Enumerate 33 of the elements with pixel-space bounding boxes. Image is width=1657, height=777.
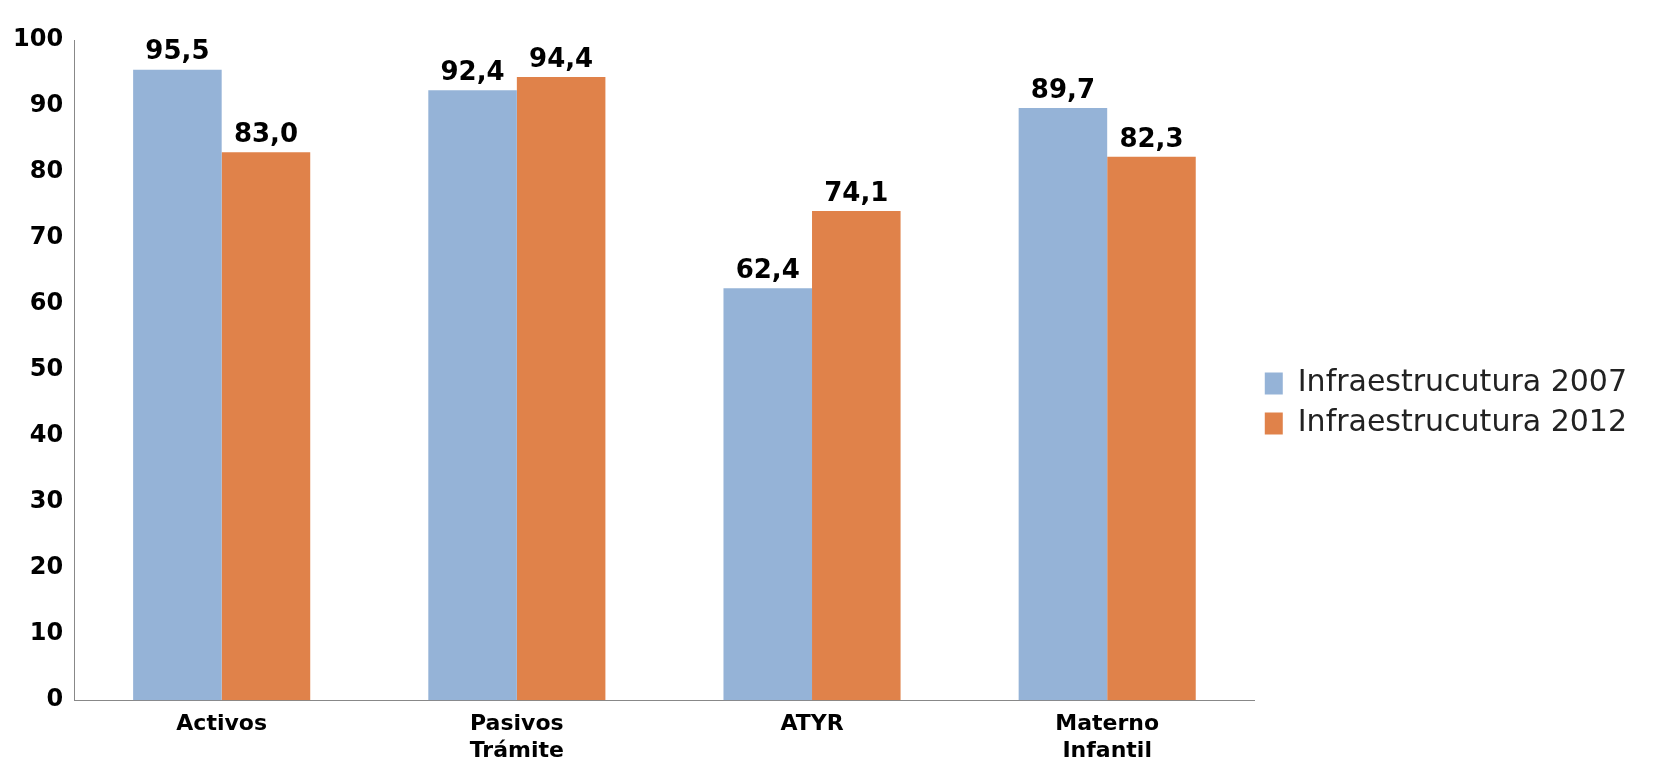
x-tick-label: Activos (176, 710, 268, 736)
y-tick-label: 20 (29, 552, 64, 581)
bar (1018, 108, 1108, 701)
data-label: 89,7 (1030, 73, 1095, 104)
x-tick-label: Materno Infantil (1055, 710, 1160, 762)
y-tick-label: 10 (29, 618, 64, 647)
y-tick-label: 30 (29, 486, 64, 515)
y-tick-label: 80 (29, 156, 64, 185)
data-label: 83,0 (233, 117, 299, 148)
bar (133, 69, 222, 701)
legend-label: Infraestrucutura 2012 (1297, 403, 1628, 439)
x-tick-label: Pasivos Trámite (469, 710, 564, 762)
data-label: 82,3 (1119, 122, 1184, 153)
y-tick-label: 40 (29, 420, 64, 449)
bar (1107, 156, 1196, 701)
bar (812, 210, 901, 701)
x-tick-label: ATYR (780, 710, 844, 736)
y-tick-label: 50 (29, 354, 64, 383)
bar (221, 152, 311, 701)
y-tick-label: 0 (46, 684, 64, 713)
bar (428, 90, 517, 701)
data-label: 62,4 (735, 253, 800, 284)
y-tick-label: 100 (12, 24, 64, 53)
data-label: 92,4 (440, 55, 505, 86)
data-label: 95,5 (145, 35, 210, 66)
bar (516, 76, 606, 701)
bar (723, 288, 813, 701)
data-label: 94,4 (529, 42, 594, 73)
y-tick-label: 90 (29, 90, 64, 119)
y-tick-label: 70 (29, 222, 64, 251)
y-tick-label: 60 (29, 288, 64, 317)
legend-label: Infraestrucutura 2007 (1297, 363, 1628, 399)
data-label: 74,1 (824, 176, 889, 207)
